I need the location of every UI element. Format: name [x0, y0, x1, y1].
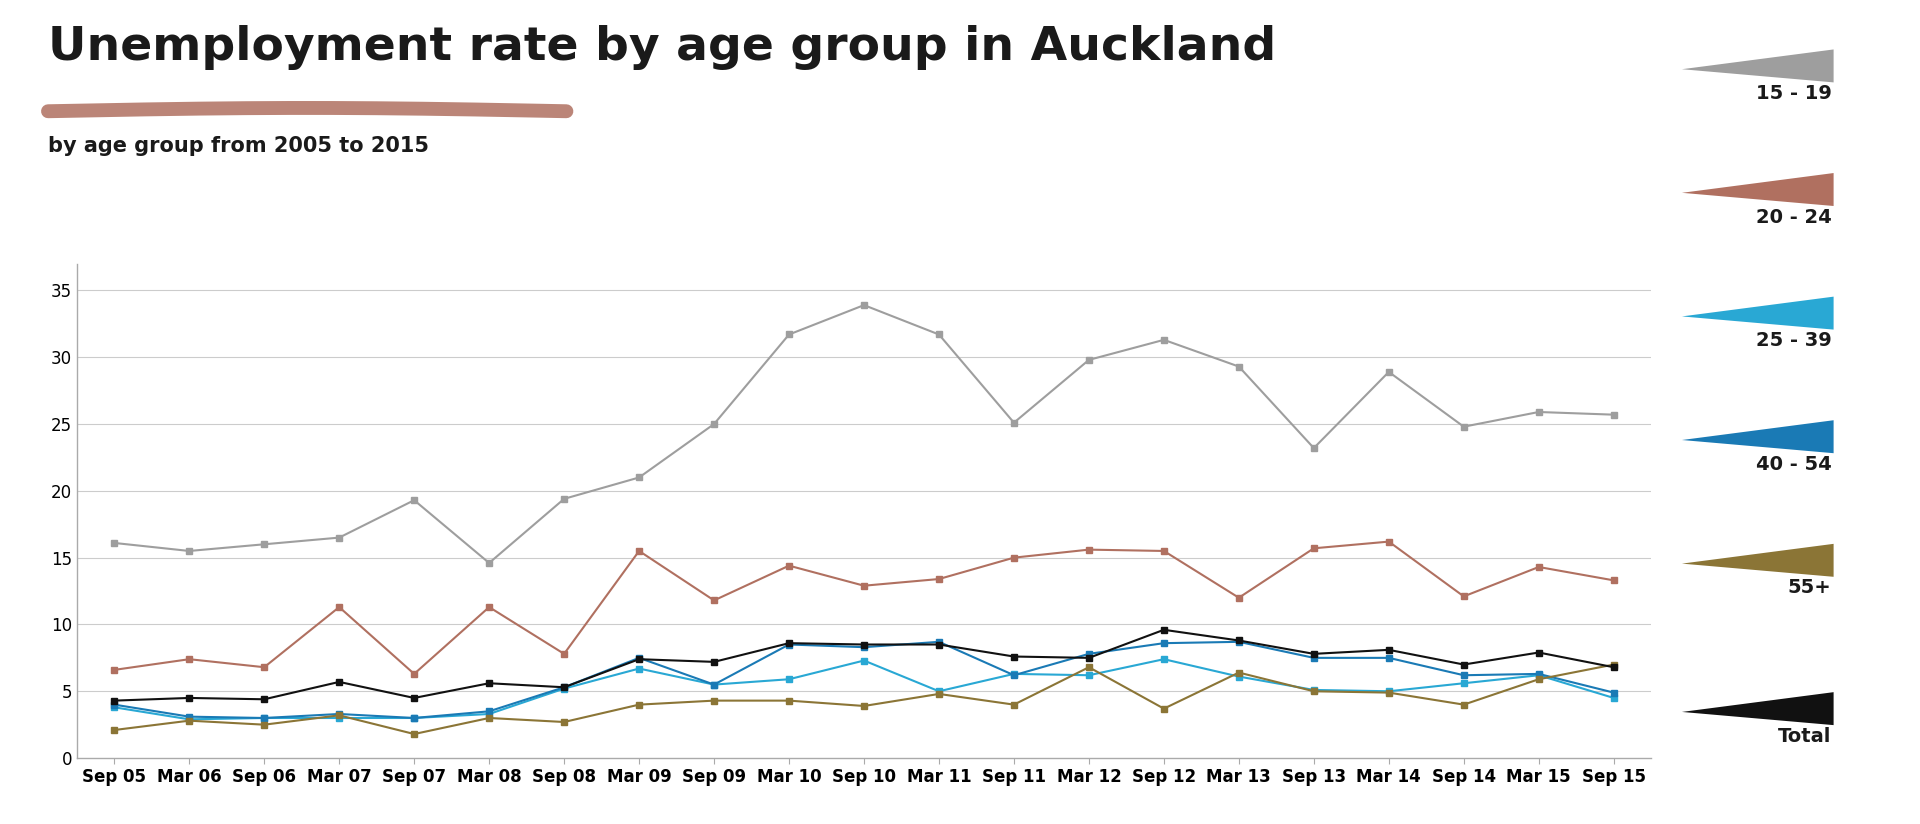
- Text: 40 - 54: 40 - 54: [1757, 455, 1832, 474]
- Text: Unemployment rate by age group in Auckland: Unemployment rate by age group in Auckla…: [48, 25, 1277, 70]
- Text: 25 - 39: 25 - 39: [1757, 331, 1832, 350]
- Text: 55+: 55+: [1788, 578, 1832, 597]
- Text: Total: Total: [1778, 727, 1832, 746]
- Text: 15 - 19: 15 - 19: [1755, 84, 1832, 103]
- Text: by age group from 2005 to 2015: by age group from 2005 to 2015: [48, 136, 428, 156]
- Text: 20 - 24: 20 - 24: [1757, 208, 1832, 227]
